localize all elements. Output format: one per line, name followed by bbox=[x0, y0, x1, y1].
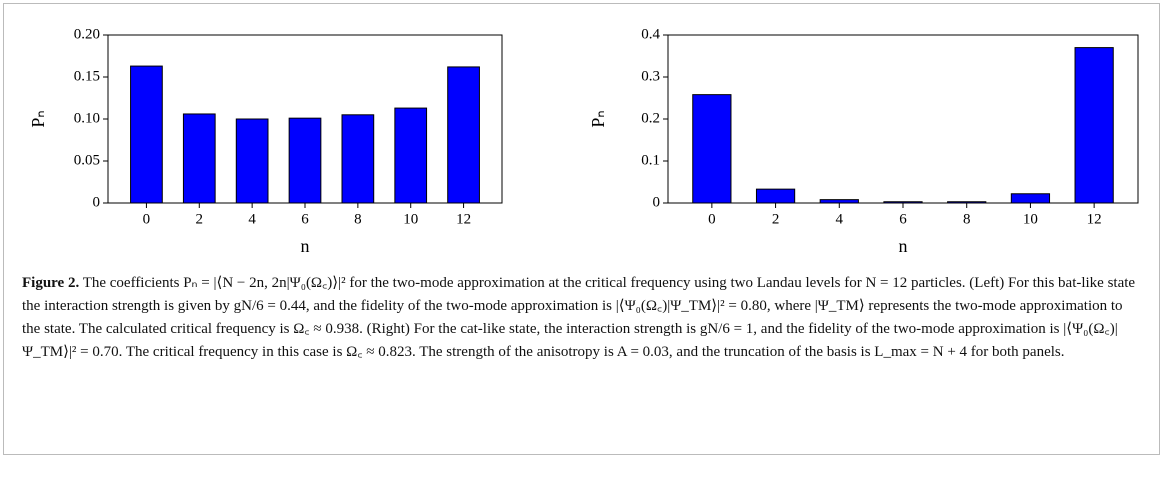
bar bbox=[819, 199, 859, 204]
bar bbox=[341, 114, 375, 204]
bar bbox=[1010, 193, 1051, 204]
y-tick-label: 0.10 bbox=[74, 110, 100, 126]
y-axis-label: Pₙ bbox=[588, 110, 608, 127]
x-tick-label: 4 bbox=[836, 211, 844, 227]
x-tick-label: 2 bbox=[196, 211, 204, 227]
x-tick-label: 2 bbox=[772, 211, 780, 227]
bar bbox=[1074, 47, 1114, 204]
x-tick-label: 0 bbox=[143, 211, 151, 227]
bar bbox=[755, 188, 796, 204]
figure-frame bbox=[3, 3, 1160, 455]
y-tick-label: 0 bbox=[93, 194, 101, 210]
x-tick-label: 10 bbox=[1023, 211, 1038, 227]
caption-label: Figure 2. bbox=[22, 275, 80, 291]
x-tick-label: 6 bbox=[899, 211, 907, 227]
x-tick-label: 12 bbox=[456, 211, 471, 227]
bar bbox=[130, 65, 163, 204]
y-tick-label: 0.3 bbox=[641, 68, 660, 84]
x-tick-label: 8 bbox=[354, 211, 362, 227]
bar bbox=[947, 201, 987, 204]
y-tick-label: 0.20 bbox=[74, 26, 100, 42]
charts: 0 0.05 0.10 0.15 0.20 0 2 4 6 8 10 12 n Pₙ 0 0.1 0.2 0.3 0… bbox=[28, 26, 1139, 256]
bar bbox=[883, 201, 923, 204]
bar bbox=[288, 117, 322, 204]
x-tick-label: 0 bbox=[708, 211, 716, 227]
caption: Figure 2. The coefficients Pₙ = |⟨N − 2n… bbox=[22, 272, 1142, 364]
bar bbox=[235, 118, 269, 204]
y-axis-label: Pₙ bbox=[28, 110, 48, 127]
y-tick-label: 0.05 bbox=[74, 152, 100, 168]
y-tick-label: 0.15 bbox=[74, 68, 100, 84]
bar bbox=[692, 94, 732, 204]
x-tick-label: 4 bbox=[248, 211, 256, 227]
x-tick-label: 12 bbox=[1087, 211, 1102, 227]
caption-text: The coefficients Pₙ = |⟨N − 2n, 2n|Ψ₀(Ω꜀… bbox=[22, 275, 1136, 360]
y-tick-label: 0.4 bbox=[641, 26, 660, 42]
bar bbox=[182, 113, 216, 204]
x-tick-label: 10 bbox=[403, 211, 418, 227]
x-tick-label: 8 bbox=[963, 211, 971, 227]
bar bbox=[394, 107, 428, 204]
x-axis-label: n bbox=[301, 236, 310, 256]
y-tick-label: 0 bbox=[653, 194, 661, 210]
x-axis-label: n bbox=[899, 236, 908, 256]
y-tick-label: 0.1 bbox=[641, 152, 660, 168]
x-tick-label: 6 bbox=[301, 211, 309, 227]
axes-frame bbox=[667, 34, 1139, 204]
bar bbox=[447, 66, 480, 204]
y-tick-label: 0.2 bbox=[641, 110, 660, 126]
